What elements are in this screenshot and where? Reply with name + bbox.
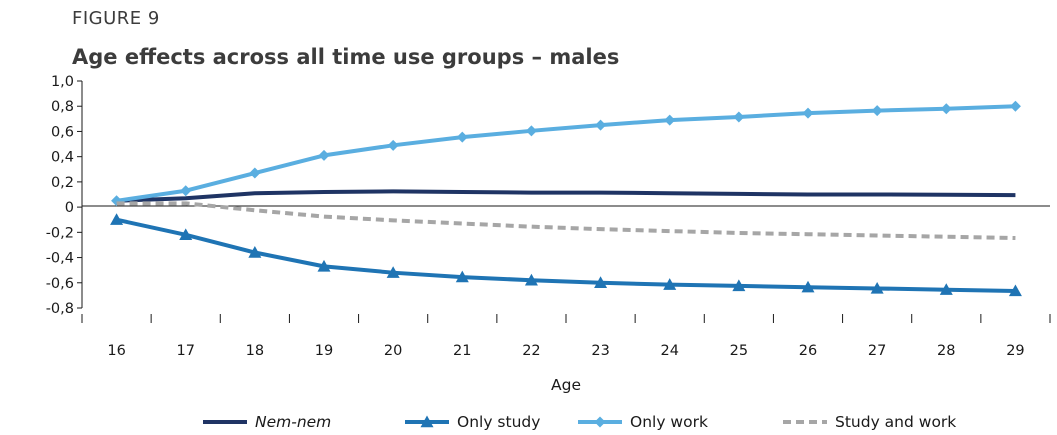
triangle-marker [386,266,400,278]
triangle-marker [1008,284,1022,297]
diamond-marker [456,131,468,143]
legend-item-nem-nem: Nem-nem [203,413,331,431]
x-tick-label: 17 [176,343,194,359]
x-tick-label: 23 [591,343,609,359]
chart-title: Age effects across all time use groups –… [72,45,620,69]
legend-label: Only work [630,413,708,431]
triangle-marker [317,259,331,272]
series-layer [110,100,1022,297]
diamond-marker [318,149,330,161]
x-axis-title: Age [551,376,581,394]
x-tick-label: 18 [246,343,264,359]
diamond-marker [940,103,952,115]
x-tick-label: 19 [315,343,333,359]
y-tick-label: 0,4 [51,150,74,166]
triangle-marker [870,281,884,294]
y-tick-label: -0,6 [46,276,74,292]
y-tick-label: 1,0 [51,74,74,90]
legend-item-only-study: Only study [405,413,540,431]
x-tick-label: 29 [1006,343,1024,359]
x-axis: 16 17 18 19 20 21 22 23 24 25 26 27 28 29 [81,205,1051,359]
series-study-and-work [116,201,1016,241]
series-line [116,217,1016,293]
diamond-marker [594,416,606,428]
y-tick-label: -0,4 [46,251,74,267]
series-only-work [111,100,1021,207]
x-tick-label: 26 [799,343,817,359]
series-only-study [110,213,1022,297]
x-tick-label: 20 [384,343,402,359]
triangle-marker [248,246,262,258]
triangle-marker [179,228,193,241]
legend: Nem-nem Only study Only work Study and work [203,413,956,431]
series-line [116,104,1016,203]
triangle-marker [801,280,815,293]
legend-item-only-work: Only work [578,413,708,431]
x-tick-label: 16 [107,343,125,359]
triangle-marker [455,270,469,283]
diamond-marker [871,105,883,117]
diamond-marker [387,139,399,151]
x-tick-label: 22 [522,343,540,359]
triangle-marker [732,279,746,292]
diamond-marker [249,167,261,179]
legend-item-study-and-work: Study and work [783,413,956,431]
triangle-marker [594,276,608,288]
y-axis: 1,0 0,8 0,6 0,4 0,2 0 -0,2 -0,4 -0,6 -0,8 [46,74,83,317]
x-tick-label: 24 [660,343,678,359]
legend-label: Nem-nem [255,413,331,431]
x-tick-label: 27 [868,343,886,359]
triangle-marker [524,273,538,286]
triangle-marker [110,213,124,225]
triangle-marker [939,283,953,295]
triangle-marker [420,415,434,428]
y-tick-label: 0 [65,200,74,216]
diamond-marker [1009,100,1021,112]
diamond-marker [664,114,676,126]
legend-label: Only study [457,413,540,431]
y-tick-label: 0,2 [51,175,74,191]
y-tick-label: -0,2 [46,225,74,241]
legend-label: Study and work [835,413,956,431]
diamond-marker [525,125,537,137]
figure-label: FIGURE 9 [72,8,160,29]
diamond-marker [595,119,607,131]
x-tick-label: 21 [453,343,471,359]
diamond-marker [733,111,745,123]
diamond-marker [180,185,192,197]
x-tick-label: 25 [730,343,748,359]
series-line [116,201,1016,241]
diamond-marker [802,107,814,119]
series-nem-nem [116,189,1016,203]
x-tick-label: 28 [937,343,955,359]
triangle-marker [663,278,677,290]
y-tick-label: 0,8 [51,99,74,115]
series-line [116,189,1016,203]
y-tick-label: 0,6 [51,124,74,140]
y-tick-label: -0,8 [46,301,74,317]
